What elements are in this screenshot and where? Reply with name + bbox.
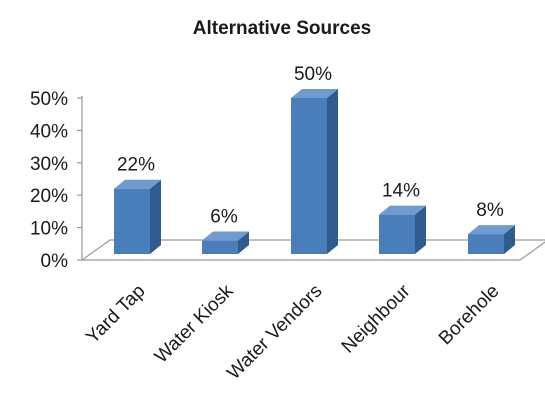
bar <box>468 225 515 254</box>
bar-top <box>468 225 515 235</box>
data-label: 50% <box>294 64 332 85</box>
y-tick-label: 20% <box>30 186 68 207</box>
y-tick-label: 50% <box>30 89 68 110</box>
data-label: 14% <box>382 181 420 202</box>
bar-side <box>504 225 515 254</box>
bar-front <box>202 240 238 254</box>
bar-front <box>291 98 327 254</box>
category-label: Water Vendors <box>223 281 326 384</box>
data-label: 6% <box>210 207 238 228</box>
bar-side <box>327 89 338 254</box>
y-tick-label: 30% <box>30 154 68 175</box>
bar-side <box>415 205 426 254</box>
bar <box>291 89 338 254</box>
bar-top <box>291 89 338 98</box>
data-label: 8% <box>476 200 504 221</box>
category-label: Borehole <box>435 281 504 350</box>
bar-side <box>238 231 249 254</box>
bar <box>202 231 249 254</box>
category-label: Neighbour <box>338 280 415 357</box>
y-tick-label: 0% <box>41 251 69 272</box>
data-label: 22% <box>117 155 155 176</box>
y-tick-label: 40% <box>30 121 68 142</box>
category-label: Water Kiosk <box>151 280 238 367</box>
chart-title: Alternative Sources <box>193 18 371 39</box>
bar <box>114 179 161 254</box>
bar-top <box>379 205 426 215</box>
bar-side <box>150 179 161 254</box>
y-tick-label: 10% <box>30 219 68 240</box>
category-label: Yard Tap <box>82 281 149 348</box>
bar-top <box>114 179 161 189</box>
bar-front <box>468 234 504 254</box>
bar <box>379 205 426 254</box>
bar-front <box>379 214 415 254</box>
bar-front <box>114 188 150 254</box>
bar-top <box>202 231 249 241</box>
